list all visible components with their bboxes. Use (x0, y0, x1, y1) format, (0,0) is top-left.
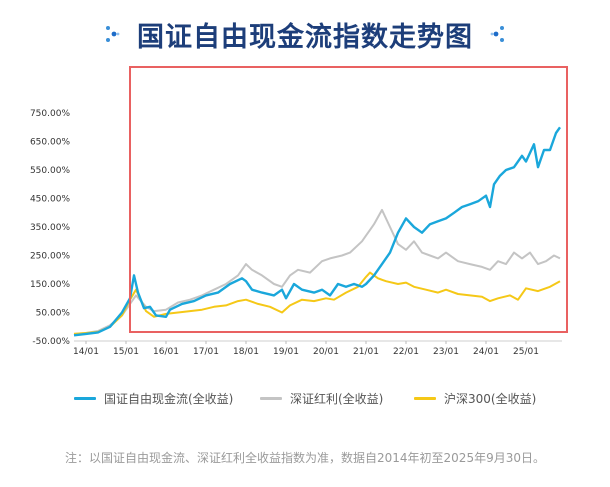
series-line-hs300 (73, 271, 561, 335)
chart-title: 国证自由现金流指数走势图 (137, 21, 473, 53)
x-tick-label: 21/01 (353, 347, 379, 357)
highlight-box (129, 66, 568, 333)
legend-swatch-fcf (74, 397, 96, 400)
chevron-right-icon (106, 26, 120, 42)
x-tick-label: 14/01 (73, 347, 99, 357)
y-tick-label: 550.00% (30, 166, 70, 176)
legend-item-fcf: 国证自由现金流(全收益) (74, 390, 233, 407)
series-line-fcf (73, 126, 561, 337)
y-tick-label: 650.00% (30, 138, 70, 148)
y-tick-label: 350.00% (30, 223, 70, 233)
y-tick-label: -50.00% (32, 337, 70, 347)
legend-label-fcf: 国证自由现金流(全收益) (104, 392, 234, 406)
footnote: 注：以国证自由现金流、深证红利全收益指数为准，数据自2014年初至2025年9月… (65, 451, 545, 465)
x-tick-label: 23/01 (433, 347, 459, 357)
title-bar: 国证自由现金流指数走势图 (0, 12, 610, 56)
x-tick-label: 15/01 (113, 347, 139, 357)
x-tick-label: 18/01 (233, 347, 259, 357)
chevron-left-icon (490, 26, 504, 42)
y-tick-label: 750.00% (30, 109, 70, 119)
y-tick-label: 50.00% (36, 309, 71, 319)
line-chart: -50.00% 50.00% 150.00% 250.00% 350.00% 450.00… (30, 66, 568, 357)
legend-item-hs300: 沪深300(全收益) (414, 390, 536, 407)
series-line-dividend (73, 208, 561, 335)
x-tick-label: 20/01 (313, 347, 339, 357)
x-tick-label: 17/01 (193, 347, 219, 357)
legend-item-dividend: 深证红利(全收益) (260, 390, 383, 407)
legend-label-dividend: 深证红利(全收益) (290, 392, 384, 406)
legend-swatch-hs300 (414, 397, 436, 400)
y-tick-label: 150.00% (30, 280, 70, 290)
series-layer (73, 126, 561, 337)
x-axis: 14/01 15/01 16/01 17/01 18/01 19/01 20/01 21/01… (73, 340, 562, 357)
y-tick-label: 450.00% (30, 195, 70, 205)
x-tick-label: 19/01 (273, 347, 299, 357)
x-tick-label: 24/01 (473, 347, 499, 357)
y-tick-label: 250.00% (30, 252, 70, 262)
x-tick-label: 16/01 (153, 347, 179, 357)
x-tick-label: 22/01 (393, 347, 419, 357)
legend: 国证自由现金流(全收益) 深证红利(全收益) 沪深300(全收益) (74, 390, 594, 414)
legend-label-hs300: 沪深300(全收益) (444, 392, 537, 406)
x-tick-label: 25/01 (513, 347, 539, 357)
y-axis: -50.00% 50.00% 150.00% 250.00% 350.00% 450.00… (30, 109, 70, 347)
legend-swatch-dividend (260, 397, 282, 400)
